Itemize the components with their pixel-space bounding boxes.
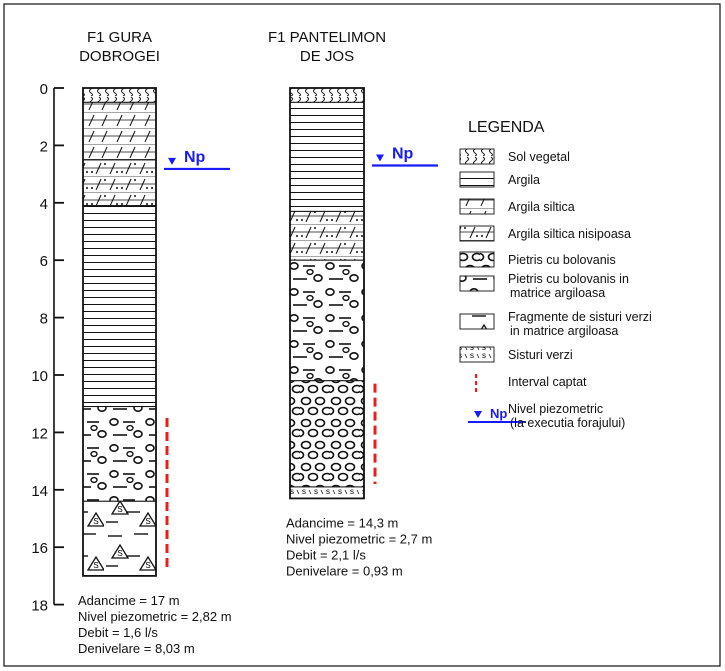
legend-label: Interval captat [508, 375, 587, 389]
np-label: Np [184, 149, 206, 166]
legend-label: Argila siltica [508, 200, 575, 214]
stat-denivelare: Denivelare = 0,93 m [286, 563, 403, 578]
layer-argila-siltica [82, 101, 157, 161]
legend-label: Fragmente de sisturi verzi [508, 310, 652, 324]
legend-swatch-pietris-matrice [459, 275, 495, 292]
depth-tick-label: 12 [31, 425, 48, 442]
depth-tick-label: 8 [40, 311, 48, 328]
legend-np-label: Np [490, 406, 507, 421]
well-title-line1: F1 GURA [87, 29, 152, 46]
legend-label: Nivel piezometric [508, 402, 603, 416]
well-title-line1: F1 PANTELIMON [268, 29, 386, 46]
legend-label: Pietris cu bolovanis in [508, 272, 629, 286]
well-column-border [82, 87, 157, 577]
depth-tick-label: 10 [31, 368, 48, 385]
layer-argila [82, 205, 157, 408]
legend: LEGENDA Sol vegetal Argila Argila siltica Ar… [459, 119, 652, 430]
legend-swatch-argila-siltica-nisipoasa [459, 225, 495, 242]
legend-label-line2: matrice argiloasa [510, 286, 605, 300]
np-triangle-icon [376, 154, 384, 162]
well-column-border [289, 87, 365, 500]
outer-border [3, 3, 721, 667]
stat-denivelare: Denivelare = 8,03 m [78, 641, 195, 656]
np-triangle-icon [168, 157, 176, 165]
layer-sol-vegetal [289, 87, 365, 103]
depth-tick-label: 16 [31, 540, 48, 557]
legend-label: Argila siltica nisipoasa [508, 227, 631, 241]
well-title-line2: DE JOS [300, 48, 354, 65]
legend-item-np: Np Nivel piezometric(la executia forajulu… [468, 402, 625, 430]
layer-pietris-matrice [82, 406, 157, 502]
layer-argila-siltica-nisipoasa [289, 210, 365, 261]
layer-sisturi-verzi [289, 486, 365, 499]
stat-adancime: Adancime = 17 m [78, 593, 180, 608]
stat-adancime: Adancime = 14,3 m [286, 515, 398, 530]
legend-label: Argila [508, 173, 540, 187]
legend-swatch-argila-siltica [459, 198, 495, 215]
legend-label-line2: (la executia forajului) [510, 416, 625, 430]
legend-label-line2: in matrice argiloasa [510, 324, 618, 338]
legend-item-argila-siltica: Argila siltica [459, 198, 575, 215]
layer-argila [289, 101, 365, 212]
legend-item-argila-siltica-nisipoasa: Argila siltica nisipoasa [459, 225, 631, 242]
layer-argila-siltica-nisipoasa [82, 159, 157, 207]
legend-swatch-argila [459, 171, 495, 188]
layer-fragmente-sisturi [82, 500, 157, 577]
stat-debit: Debit = 1,6 l/s [78, 625, 158, 640]
depth-tick-label: 4 [40, 196, 48, 213]
stat-debit: Debit = 2,1 l/s [286, 547, 366, 562]
stat-nivel: Nivel piezometric = 2,82 m [78, 609, 232, 624]
depth-tick-label: 0 [40, 81, 48, 98]
np-label: Np [392, 145, 414, 162]
legend-swatch-pietris [459, 251, 495, 268]
depth-tick-label: 6 [40, 253, 48, 270]
legend-item-interval: Interval captat [474, 374, 587, 392]
legend-item-sol-vegetal: Sol vegetal [459, 148, 570, 165]
layer-pietris [289, 380, 365, 488]
legend-swatch-sol-vegetal [459, 148, 495, 165]
depth-tick-label: 2 [40, 138, 48, 155]
legend-item-pietris: Pietris cu bolovanis [459, 251, 616, 268]
stat-nivel: Nivel piezometric = 2,7 m [286, 531, 432, 546]
legend-np-triangle-icon [474, 411, 482, 418]
legend-swatch-fragmente-sisturi [459, 313, 495, 330]
well-title-line2: DOBROGEI [79, 48, 160, 65]
legend-label: Sol vegetal [508, 150, 570, 164]
legend-item-sisturi-verzi: Sisturi verzi [459, 346, 573, 363]
legend-swatch-sisturi-verzi [459, 346, 495, 363]
legend-title: LEGENDA [468, 119, 545, 136]
depth-tick-label: 18 [31, 598, 48, 615]
depth-axis: 0 2 4 6 8 10 12 14 16 18 [31, 81, 64, 615]
legend-label: Pietris cu bolovanis [508, 253, 616, 267]
legend-item-argila: Argila [459, 171, 540, 188]
layer-pietris-matrice [289, 259, 365, 382]
depth-tick-label: 14 [31, 483, 48, 500]
well-2: F1 PANTELIMON DE JOS Np Adancime = 14,3 mNi… [268, 29, 438, 578]
layer-sol-vegetal [82, 87, 157, 103]
legend-label: Sisturi verzi [508, 348, 573, 362]
